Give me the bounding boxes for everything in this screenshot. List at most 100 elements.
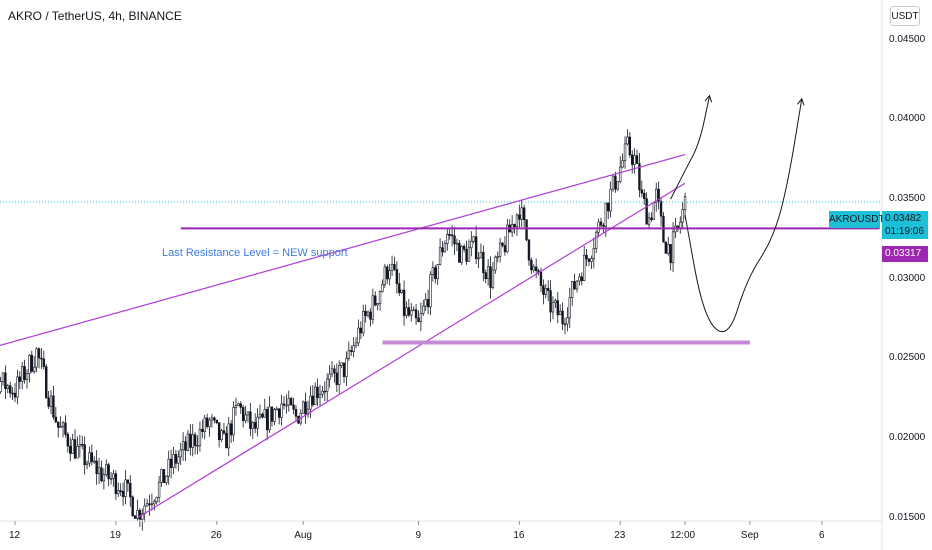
candle-down	[4, 372, 7, 389]
candle-up	[145, 503, 149, 507]
candle-up	[155, 497, 158, 502]
candle-up	[376, 303, 379, 306]
candle-down	[335, 372, 339, 385]
candle-up	[314, 386, 317, 405]
candle-up	[681, 209, 684, 223]
candle-down	[229, 423, 233, 436]
candle-up	[318, 393, 322, 398]
candle-up	[506, 224, 509, 253]
projection-up	[670, 95, 711, 200]
candle-down	[414, 309, 418, 319]
candle-down	[323, 390, 327, 393]
candle-down	[316, 386, 319, 398]
candle-up	[220, 430, 223, 441]
candle-up	[683, 196, 687, 210]
candle-down	[546, 288, 550, 291]
candle-up	[496, 255, 499, 258]
candle-up	[566, 317, 569, 325]
candle-down	[489, 266, 492, 288]
candle-up	[582, 254, 586, 281]
currency-unit-button[interactable]: USDT	[890, 6, 920, 26]
projection-drop-then-rally	[684, 98, 803, 333]
candle-up	[410, 310, 413, 316]
candle-up	[597, 221, 600, 233]
candle-down	[474, 236, 478, 260]
candle-up	[592, 248, 596, 259]
candle-up	[352, 345, 355, 352]
candle-down	[90, 452, 94, 462]
candle-down	[350, 350, 353, 352]
candle-up	[381, 284, 384, 292]
candle-down	[395, 269, 399, 284]
candle-down	[277, 408, 281, 418]
candle-up	[551, 302, 555, 313]
candle-up	[390, 264, 394, 271]
time-tick-label: 16	[513, 530, 525, 541]
candle-up	[371, 295, 375, 320]
candle-up	[347, 350, 351, 359]
candle-down	[13, 392, 17, 398]
candle-down	[369, 311, 372, 320]
candle-down	[131, 496, 134, 517]
candle-up	[388, 270, 391, 280]
candle-up	[491, 269, 495, 288]
candle-up	[165, 475, 168, 484]
candle-down	[599, 221, 603, 226]
candle-up	[330, 368, 334, 375]
candle-up	[494, 256, 497, 271]
candle-down	[174, 454, 178, 464]
candle-up	[93, 460, 96, 463]
candle-up	[419, 313, 423, 323]
price-tick-label: 0.02500	[889, 352, 926, 364]
candle-down	[265, 409, 269, 431]
candle-up	[652, 202, 656, 220]
candle-up	[405, 307, 408, 316]
candle-up	[0, 381, 2, 392]
candle-down	[364, 310, 367, 316]
candle-up	[633, 155, 636, 165]
candle-up	[383, 266, 387, 285]
candle-up	[71, 439, 74, 454]
candle-down	[213, 417, 216, 421]
candle-down	[482, 251, 485, 274]
candle-up	[153, 501, 156, 505]
time-tick-label: 26	[210, 530, 222, 541]
candle-down	[434, 267, 437, 279]
candle-up	[186, 433, 190, 451]
candle-down	[527, 239, 531, 261]
candle-up	[321, 390, 324, 395]
candle-down	[402, 289, 406, 316]
candle-up	[61, 422, 65, 427]
candle-up	[179, 449, 182, 458]
candle-down	[64, 422, 67, 435]
candle-down	[133, 515, 137, 519]
candle-down	[81, 444, 84, 446]
time-tick-label: 6	[818, 530, 825, 541]
candle-up	[671, 231, 675, 264]
candle-up	[280, 403, 283, 418]
candle-up	[467, 247, 471, 262]
resistance-annotation: Last Resistance Level = NEW support	[162, 247, 348, 259]
candle-up	[340, 362, 343, 366]
candle-down	[253, 422, 257, 429]
candle-up	[455, 242, 459, 245]
candle-down	[333, 368, 336, 374]
candle-down	[393, 264, 396, 270]
candle-up	[611, 175, 615, 190]
candle-up	[460, 245, 463, 263]
time-tick-label: 19	[109, 530, 121, 541]
candle-up	[196, 445, 199, 447]
candle-up	[647, 217, 651, 225]
candle-down	[162, 469, 166, 484]
candle-down	[549, 290, 552, 313]
candle-up	[422, 305, 425, 314]
price-tick-label: 0.03000	[889, 272, 926, 284]
candle-down	[311, 395, 315, 405]
candle-up	[309, 395, 312, 410]
candle-down	[525, 219, 528, 241]
candle-down	[100, 467, 103, 482]
candle-up	[412, 309, 415, 312]
candle-down	[374, 295, 377, 306]
candle-up	[275, 408, 278, 411]
